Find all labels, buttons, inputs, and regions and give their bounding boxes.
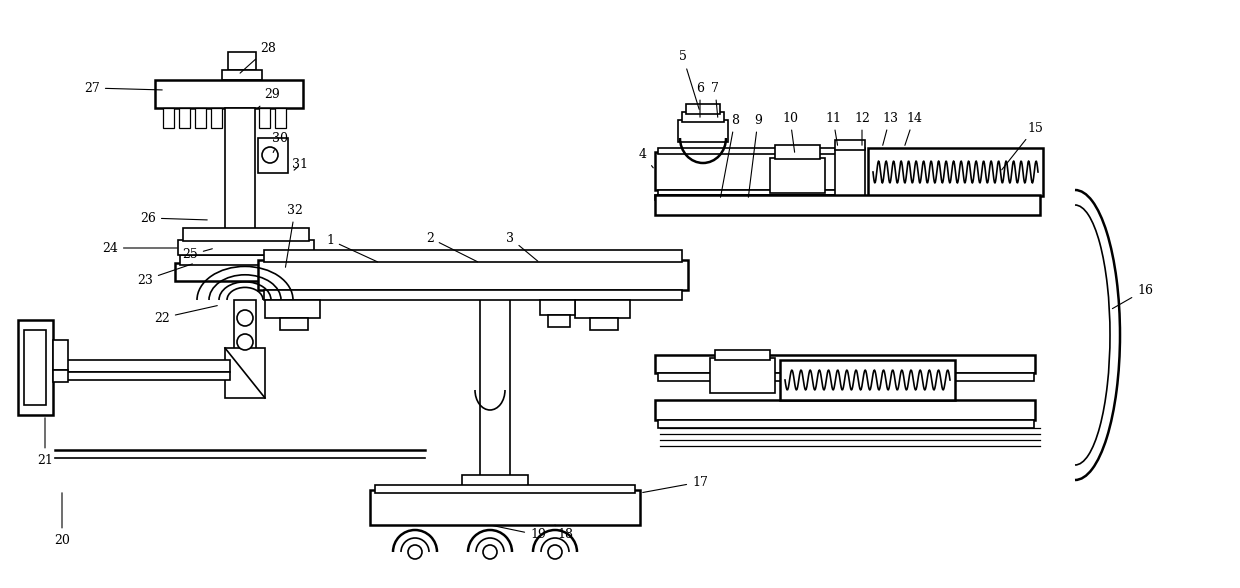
Text: 21: 21 (37, 418, 53, 466)
Bar (162, 108, 174, 128)
Bar (658, 148, 848, 154)
Circle shape (484, 545, 497, 559)
Text: 25: 25 (182, 249, 212, 262)
Bar (711, 358, 775, 393)
Text: 26: 26 (140, 212, 207, 225)
Bar (575, 300, 630, 318)
Bar (682, 112, 724, 122)
Bar (224, 108, 255, 263)
Bar (55, 372, 229, 380)
Text: 13: 13 (882, 112, 898, 145)
Bar (155, 80, 303, 108)
Bar (53, 370, 68, 382)
Text: 6: 6 (696, 82, 704, 117)
Text: 29: 29 (258, 89, 280, 108)
Text: 7: 7 (711, 82, 719, 117)
Bar (211, 108, 222, 128)
Circle shape (237, 310, 253, 326)
Text: 27: 27 (84, 82, 162, 95)
Bar (184, 228, 309, 241)
Text: 24: 24 (102, 242, 177, 255)
Text: 15: 15 (1002, 122, 1043, 170)
Bar (24, 330, 46, 405)
Text: 31: 31 (291, 159, 308, 172)
Text: 4: 4 (639, 149, 653, 168)
Bar (655, 152, 849, 190)
Text: 19: 19 (492, 526, 546, 542)
Bar (264, 290, 682, 300)
Text: 18: 18 (556, 525, 573, 542)
Bar (775, 145, 820, 159)
Bar (175, 263, 315, 281)
Bar (227, 108, 238, 128)
Bar (179, 108, 190, 128)
Bar (539, 300, 575, 315)
Text: 5: 5 (680, 51, 699, 109)
Bar (548, 315, 570, 327)
Text: 23: 23 (138, 264, 192, 286)
Text: 2: 2 (427, 232, 477, 262)
Bar (658, 373, 1034, 381)
Bar (258, 138, 288, 173)
Text: 12: 12 (854, 112, 870, 145)
Bar (258, 260, 688, 290)
Text: 30: 30 (272, 132, 288, 152)
Text: 22: 22 (154, 306, 217, 325)
Bar (590, 318, 618, 330)
Bar (658, 190, 848, 195)
Bar (224, 348, 265, 398)
Text: 9: 9 (749, 113, 761, 197)
Bar (678, 120, 728, 142)
Text: 10: 10 (782, 112, 799, 152)
Text: 14: 14 (905, 112, 923, 145)
Bar (780, 360, 955, 400)
Bar (53, 340, 68, 370)
Bar (655, 400, 1035, 420)
Bar (835, 148, 866, 196)
Bar (655, 355, 1035, 373)
Bar (835, 140, 866, 150)
Bar (463, 475, 528, 493)
Bar (55, 360, 229, 372)
Bar (655, 195, 847, 200)
Bar (715, 350, 770, 360)
Circle shape (237, 334, 253, 350)
Text: 11: 11 (825, 112, 841, 145)
Text: 1: 1 (326, 233, 377, 262)
Bar (264, 250, 682, 262)
Bar (179, 240, 314, 255)
Bar (686, 104, 720, 114)
Bar (195, 108, 206, 128)
Circle shape (262, 147, 278, 163)
Bar (658, 200, 846, 205)
Bar (259, 108, 270, 128)
Text: 28: 28 (241, 42, 277, 73)
Bar (275, 108, 286, 128)
Text: 17: 17 (642, 476, 708, 493)
Text: 3: 3 (506, 232, 538, 261)
Bar (370, 490, 640, 525)
Bar (280, 318, 308, 330)
Circle shape (548, 545, 562, 559)
Bar (480, 295, 510, 495)
Bar (658, 420, 1034, 428)
Bar (265, 300, 320, 318)
Text: 20: 20 (55, 493, 69, 546)
Text: 16: 16 (1112, 283, 1153, 309)
Bar (374, 485, 635, 493)
Bar (243, 108, 254, 128)
Bar (868, 148, 1043, 196)
Bar (234, 300, 255, 355)
Bar (19, 320, 53, 415)
Text: 8: 8 (720, 113, 739, 197)
Circle shape (408, 545, 422, 559)
Bar (770, 158, 825, 193)
Text: 32: 32 (285, 203, 303, 268)
Bar (655, 195, 1040, 215)
Bar (222, 70, 262, 80)
Bar (228, 52, 255, 70)
Bar (180, 255, 310, 265)
